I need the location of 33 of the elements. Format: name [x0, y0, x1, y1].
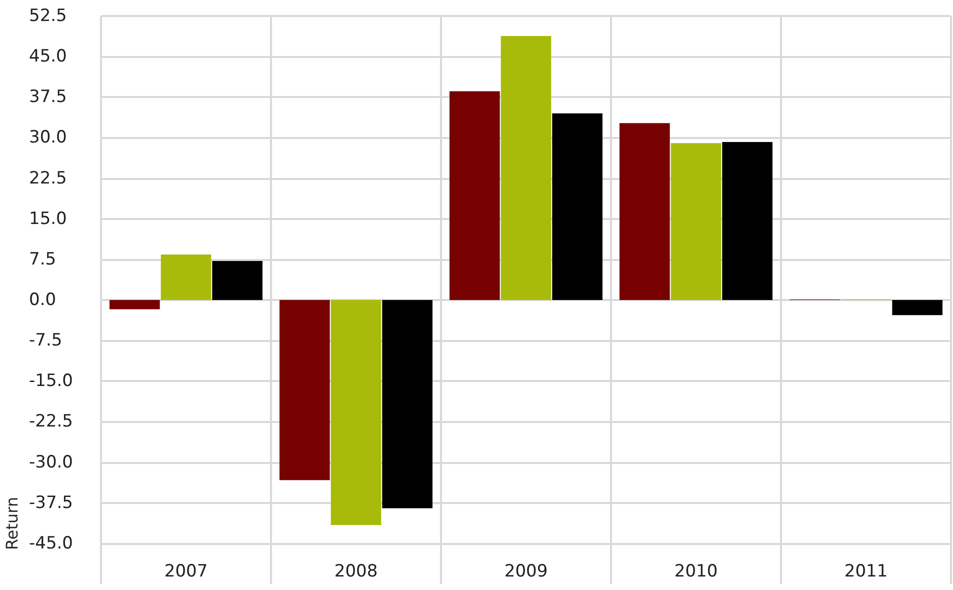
bar [330, 300, 382, 526]
y-tick-label: -37.5 [29, 492, 73, 513]
bar [892, 300, 942, 316]
x-tick-label: 2009 [504, 562, 548, 582]
bar [382, 300, 432, 508]
bar [450, 91, 500, 300]
x-tick-label: 2011 [844, 562, 888, 582]
y-tick-label: -7.5 [29, 330, 62, 351]
y-tick-label: 45.0 [29, 46, 67, 67]
y-tick-label: -30.0 [29, 452, 73, 472]
y-tick-label: 7.5 [29, 249, 56, 270]
bar [160, 254, 212, 300]
bar [670, 143, 722, 300]
bar [722, 142, 772, 300]
y-tick-label: -45.0 [29, 533, 73, 554]
y-tick-label: -15.0 [29, 371, 73, 392]
y-tick-label: 22.5 [29, 168, 67, 188]
y-tick-label: -22.5 [29, 412, 73, 432]
bar [110, 300, 160, 310]
y-axis-title: Return [2, 496, 22, 550]
x-tick-label: 2008 [334, 562, 378, 582]
bar [280, 300, 330, 480]
x-tick-label: 2007 [164, 562, 208, 582]
bar [212, 261, 262, 300]
y-tick-label: 52.5 [29, 6, 67, 26]
y-tick-label: 15.0 [29, 208, 67, 229]
x-tick-label: 2010 [674, 562, 718, 582]
bar [620, 123, 670, 300]
y-tick-label: 37.5 [29, 87, 67, 108]
y-tick-label: 0.0 [29, 290, 56, 310]
y-tick-label: 30.0 [29, 128, 67, 148]
bar [552, 113, 602, 300]
bar [500, 36, 552, 300]
